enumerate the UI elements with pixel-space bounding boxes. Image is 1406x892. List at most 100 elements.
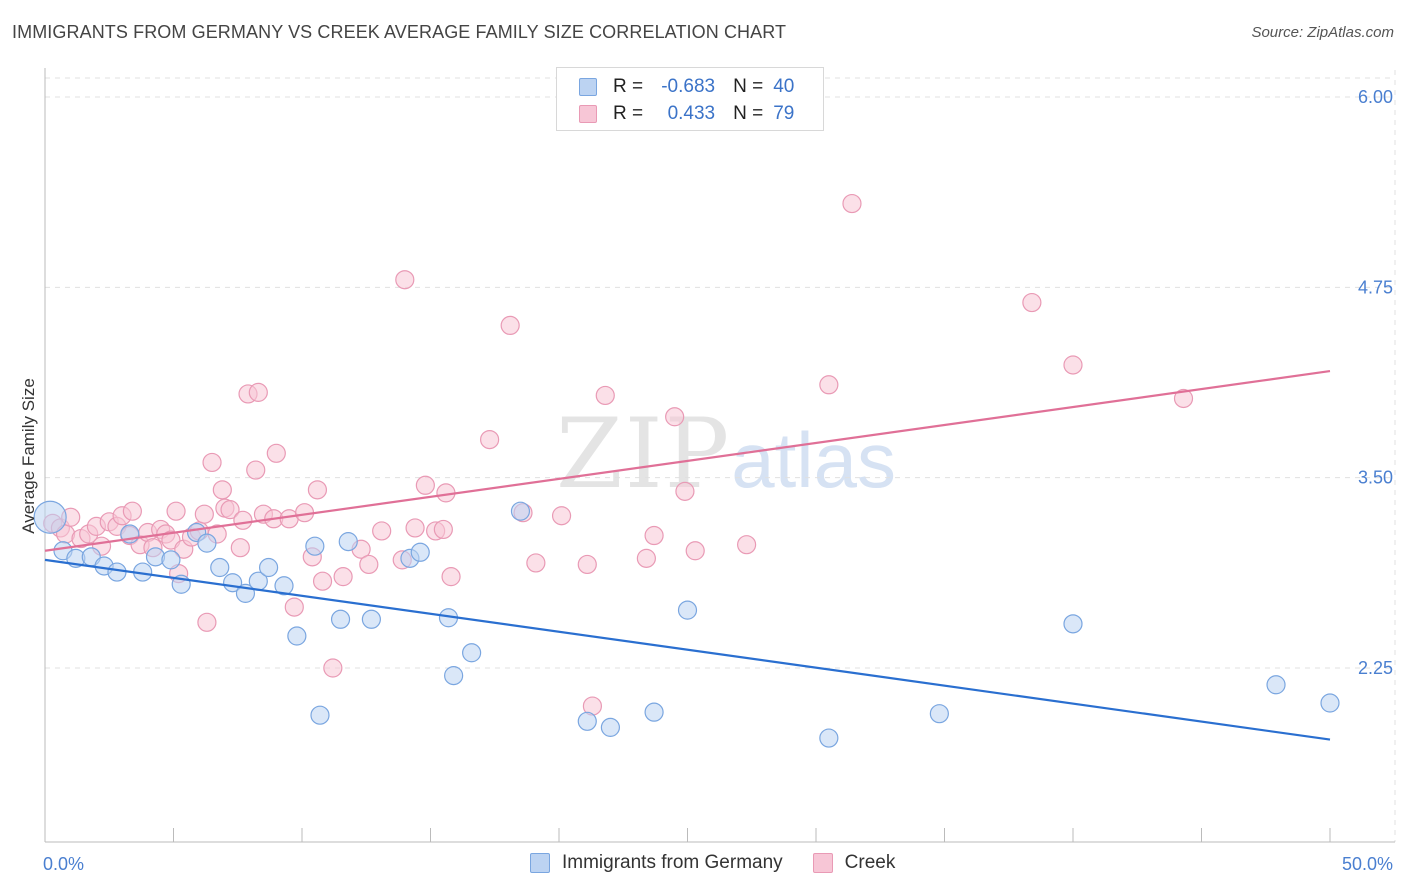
correlation-legend: R = -0.683 N = 40 R = 0.433 N = 79 <box>556 67 824 131</box>
x-tick-label-min: 0.0% <box>43 854 84 874</box>
creek-point <box>220 500 240 520</box>
creek-legend-swatch <box>812 853 833 873</box>
germany-point <box>1063 614 1083 634</box>
germany-point <box>197 533 217 553</box>
creek-point <box>312 571 333 591</box>
creek-point <box>166 501 186 521</box>
creek-point <box>359 554 379 575</box>
creek-point <box>526 553 546 573</box>
creek-swatch <box>579 105 597 123</box>
germany-legend-label: Immigrants from Germany <box>562 852 783 873</box>
creek-point <box>441 567 461 587</box>
germany-point <box>462 643 482 663</box>
y-tick-label: 3.50 <box>1358 468 1393 488</box>
germany-point <box>338 532 358 552</box>
creek-point <box>415 475 435 495</box>
germany-point <box>274 576 294 596</box>
creek-point <box>372 521 392 541</box>
germany-point <box>819 728 839 748</box>
creek-point <box>577 554 597 575</box>
creek-point <box>395 270 415 290</box>
germany-point <box>145 547 166 567</box>
legend-n-value: 79 <box>773 103 795 124</box>
germany-legend-swatch <box>530 853 550 873</box>
creek-point <box>636 548 656 568</box>
y-tick-label: 2.25 <box>1358 658 1393 678</box>
legend-row-creek: R = 0.433 N = 79 <box>579 102 794 126</box>
germany-point <box>210 557 230 578</box>
creek-point <box>1022 292 1042 313</box>
creek-point <box>122 501 142 521</box>
germany-points <box>33 500 1340 748</box>
creek-point <box>842 193 862 214</box>
legend-item-germany[interactable]: Immigrants from Germany <box>530 852 783 874</box>
germany-trend-line <box>44 558 1331 741</box>
tick-labels: 2.25 3.50 4.75 6.00 0.0% 50.0% Average Family … <box>19 87 1393 874</box>
germany-point <box>644 702 664 722</box>
source-credit: Source: ZipAtlas.com <box>1251 24 1394 41</box>
germany-swatch <box>579 78 597 96</box>
creek-point <box>307 480 328 500</box>
creek-point <box>500 315 520 335</box>
germany-point <box>929 704 949 724</box>
creek-point <box>644 525 664 546</box>
creek-point <box>323 658 343 678</box>
watermark-atlas: atlas <box>731 416 896 504</box>
legend-row-germany: R = -0.683 N = 40 <box>579 75 794 99</box>
creek-trend-line <box>44 369 1331 552</box>
legend-item-creek[interactable]: Creek <box>812 852 896 874</box>
germany-point <box>361 609 381 629</box>
y-tick-label: 6.00 <box>1358 87 1393 107</box>
germany-point <box>677 600 698 620</box>
creek-point <box>212 480 232 500</box>
creek-point <box>197 612 217 632</box>
chart-title: IMMIGRANTS FROM GERMANY VS CREEK AVERAGE… <box>12 22 787 42</box>
creek-point <box>737 535 757 555</box>
germany-point <box>444 666 464 686</box>
germany-point <box>600 717 621 737</box>
germany-point <box>410 542 430 562</box>
creek-point <box>248 382 268 402</box>
creek-point <box>480 430 500 450</box>
legend-n-label: N = <box>733 103 764 124</box>
germany-point <box>310 705 330 725</box>
creek-point <box>333 567 353 587</box>
germany-point <box>258 557 279 578</box>
series-legend: Immigrants from Germany Creek <box>530 852 925 874</box>
creek-point <box>1173 388 1194 409</box>
creek-point <box>685 541 705 561</box>
creek-point <box>246 460 266 480</box>
watermark-zip: ZIP <box>556 398 732 510</box>
germany-point <box>510 501 531 521</box>
legend-r-label: R = <box>613 103 644 124</box>
legend-n-value: 40 <box>773 76 795 97</box>
creek-point <box>405 518 425 538</box>
creek-point <box>266 443 286 463</box>
creek-point <box>665 407 685 427</box>
creek-point <box>595 385 615 406</box>
creek-point <box>551 506 572 526</box>
legend-r-value: 0.433 <box>667 103 716 124</box>
creek-point <box>284 597 304 617</box>
watermark: ZIPatlas <box>556 398 896 510</box>
germany-point <box>1266 675 1286 695</box>
creek-point <box>194 504 214 524</box>
germany-point <box>1320 693 1340 713</box>
creek-point <box>233 510 253 530</box>
germany-point <box>305 536 325 556</box>
germany-point <box>161 550 181 570</box>
germany-point <box>33 500 67 534</box>
germany-point <box>330 609 351 629</box>
legend-r-label: R = <box>613 76 644 97</box>
creek-points <box>43 193 1194 716</box>
creek-point <box>1063 355 1083 375</box>
axes <box>44 68 1395 843</box>
y-tick-label: 4.75 <box>1358 277 1393 297</box>
x-tick-label-max: 50.0% <box>1342 854 1393 874</box>
germany-point <box>287 626 307 646</box>
germany-point <box>577 711 597 731</box>
creek-point <box>230 538 250 558</box>
creek-legend-label: Creek <box>844 852 896 873</box>
germany-point <box>107 562 127 582</box>
